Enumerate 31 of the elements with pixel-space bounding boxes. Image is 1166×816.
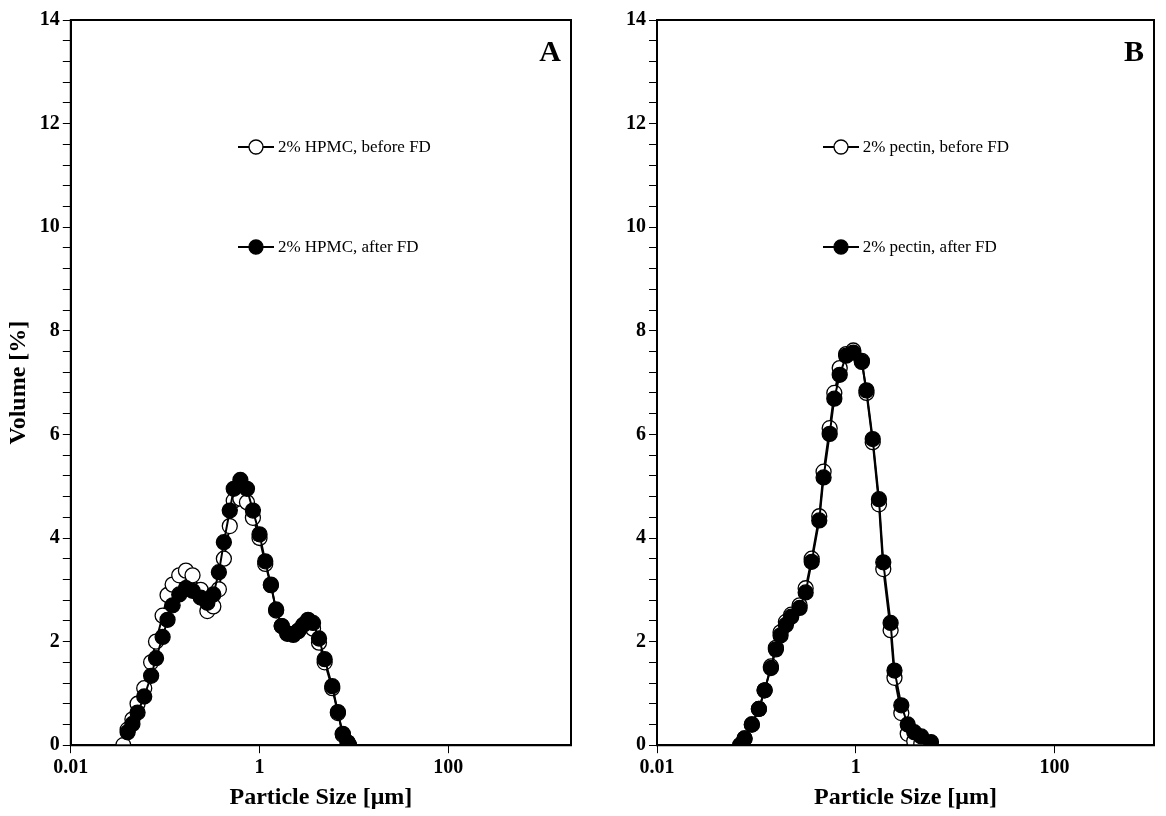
annotation: B xyxy=(1123,33,1144,67)
y-tick-label: 14 xyxy=(39,7,60,30)
y-tick-label: 4 xyxy=(49,525,60,548)
annotation: A xyxy=(539,33,562,67)
y-tick-label: 4 xyxy=(636,525,646,548)
x-tick-label: 1 xyxy=(850,755,861,778)
y-tick-label: 0 xyxy=(636,732,646,755)
y-tick-label: 6 xyxy=(636,421,646,444)
y-tick-label: 8 xyxy=(49,317,60,340)
legend-label: 2% pectin, before FD xyxy=(862,137,1009,158)
y-tick-label: 10 xyxy=(626,214,646,237)
x-tick-label: 1 xyxy=(254,755,265,778)
legend-label: 2% HPMC, after FD xyxy=(277,237,419,258)
y-tick-label: 12 xyxy=(39,110,60,133)
x-tick-label: 100 xyxy=(1039,755,1070,778)
y-tick-label: 6 xyxy=(49,421,60,444)
y-tick-label: 0 xyxy=(49,732,60,755)
y-axis-title: Volume [%] xyxy=(3,320,30,445)
y-tick-label: 2 xyxy=(49,628,60,651)
x-tick-label: 100 xyxy=(433,755,464,778)
x-tick-label: 0.01 xyxy=(639,755,675,778)
y-tick-label: 8 xyxy=(636,317,646,340)
legend-label: 2% HPMC, before FD xyxy=(277,137,431,158)
y-tick-label: 2 xyxy=(636,628,646,651)
x-tick-label: 0.01 xyxy=(53,755,89,778)
y-tick-label: 10 xyxy=(39,214,60,237)
x-axis-title: Particle Size [μm] xyxy=(229,782,413,809)
legend-label: 2% pectin, after FD xyxy=(862,237,997,258)
y-tick-label: 12 xyxy=(626,110,646,133)
x-axis-title: Particle Size [μm] xyxy=(814,782,997,809)
y-tick-label: 14 xyxy=(626,7,646,30)
